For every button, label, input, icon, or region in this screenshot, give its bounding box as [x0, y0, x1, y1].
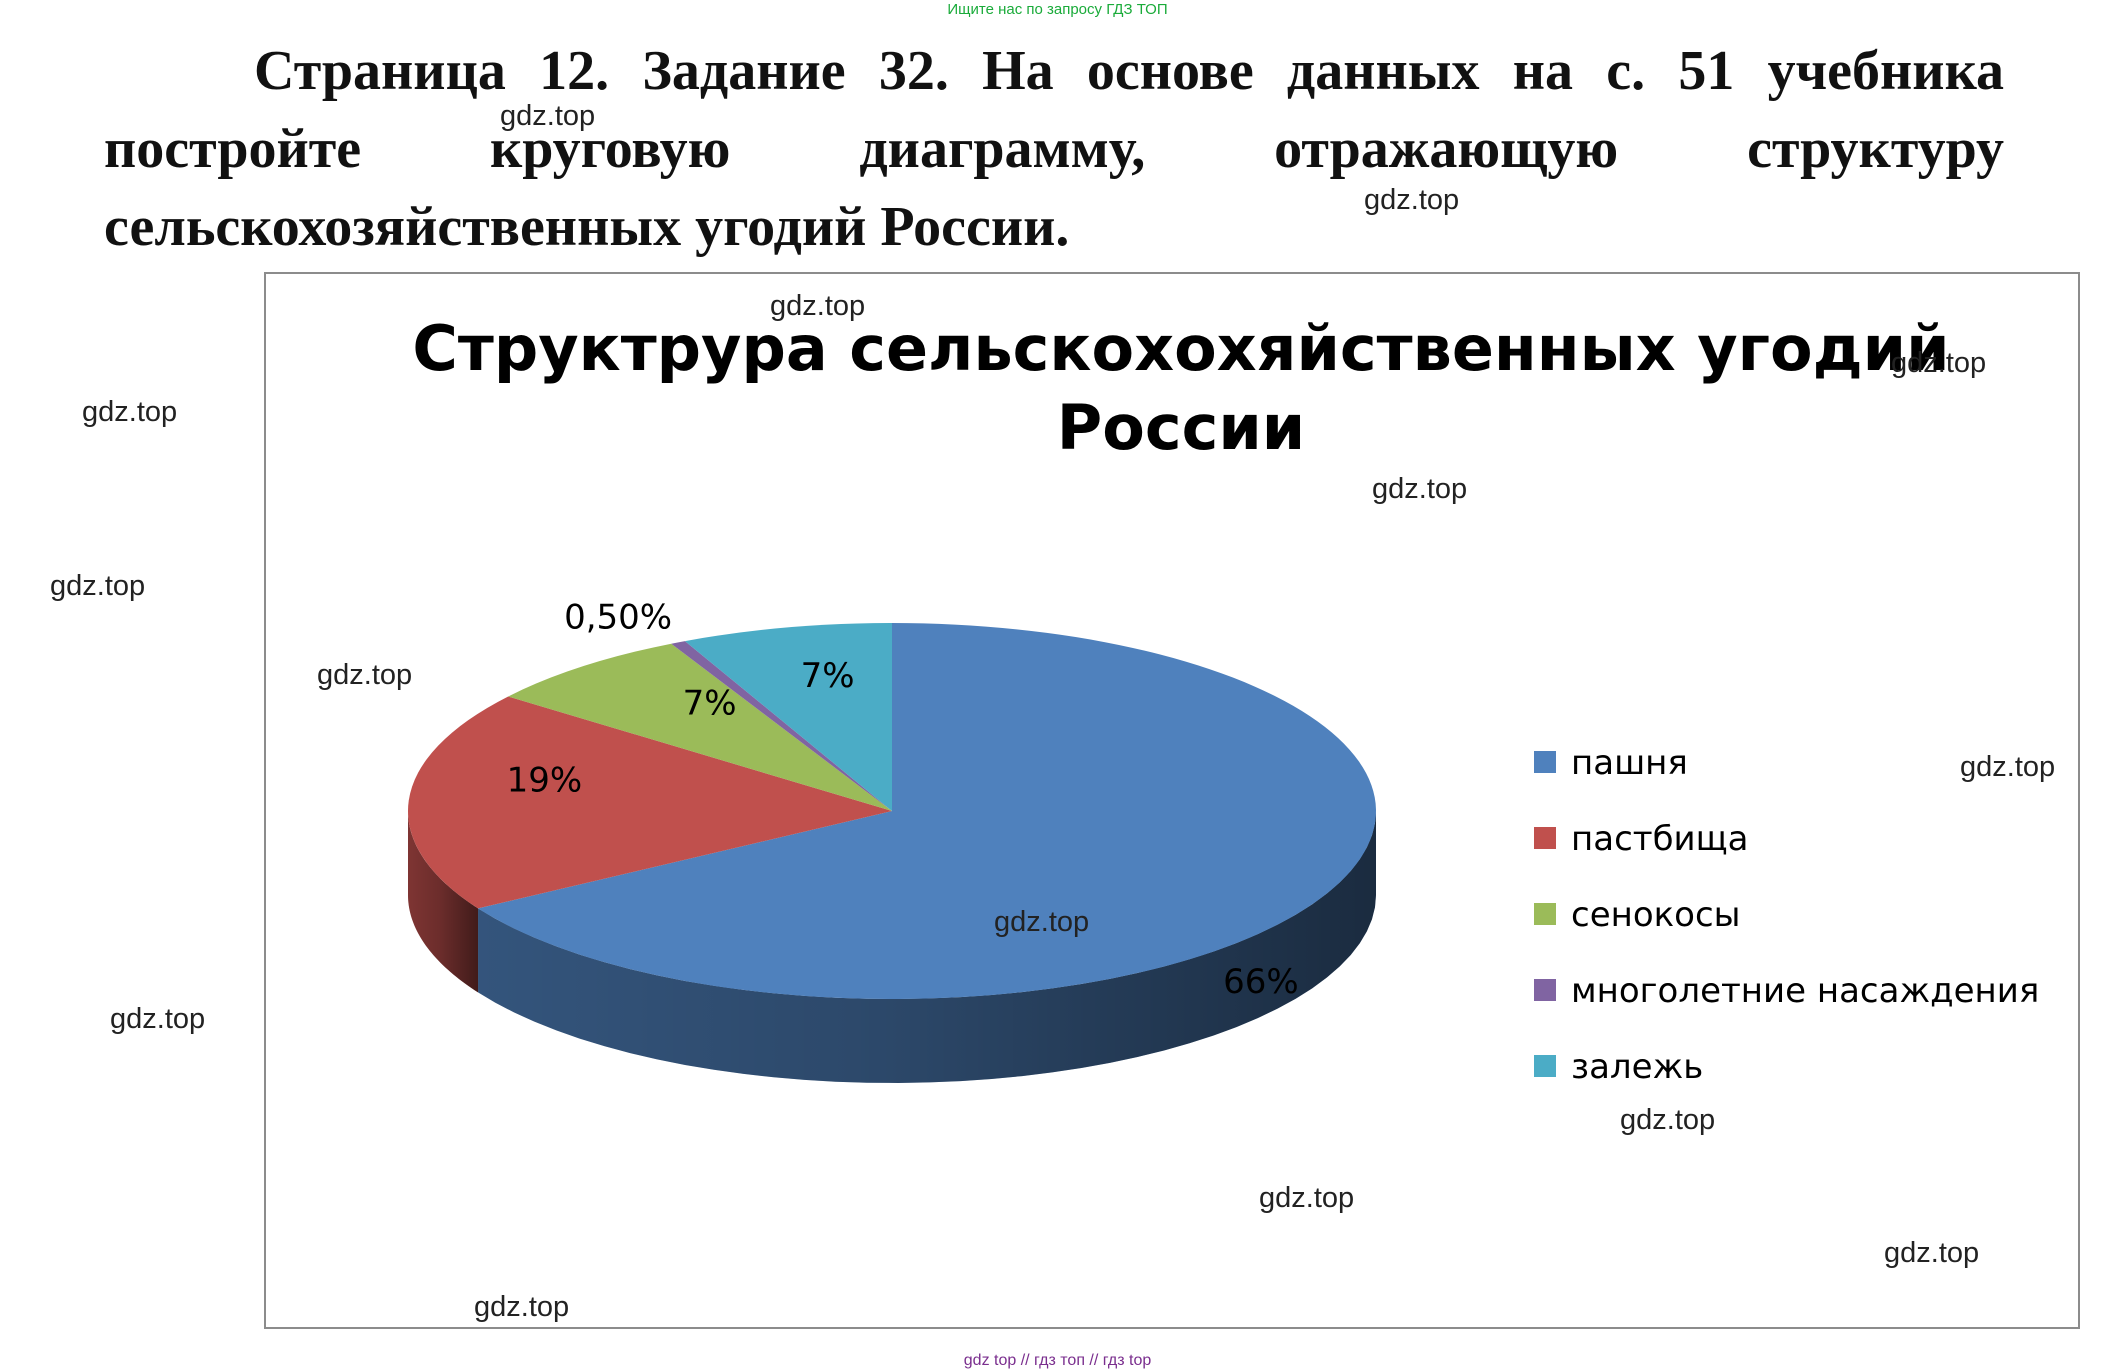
slice-side-shade [408, 811, 479, 993]
legend-label-многолетние насаждения: многолетние насаждения [1571, 971, 2039, 1011]
data-label-залежь: 7% [801, 656, 855, 696]
data-label-пастбища: 19% [507, 760, 583, 800]
legend-label-сенокосы: сенокосы [1571, 895, 1741, 935]
watermark: gdz.top [770, 290, 866, 322]
task-heading: Страница 12. Задание 32. На основе данны… [104, 40, 2004, 258]
chart-title-line-2: России [1057, 391, 1305, 464]
watermark: gdz.top [317, 659, 413, 691]
data-label-сенокосы: 7% [683, 684, 737, 724]
watermark: gdz.top [1372, 473, 1468, 505]
slice-многолетние насаждения [671, 641, 892, 811]
watermark: gdz.top [82, 396, 178, 428]
legend-label-пастбища: пастбища [1571, 819, 1749, 859]
legend-swatch-сенокосы [1534, 903, 1556, 925]
legend-label-залежь: залежь [1571, 1047, 1703, 1087]
watermark: gdz.top [1620, 1104, 1716, 1136]
legend-swatch-многолетние насаждения [1534, 979, 1556, 1001]
slice-side-shade [478, 811, 1376, 1083]
bottom-banner: gdz top // гдз топ // гдз top [963, 1352, 1152, 1369]
watermark: gdz.top [500, 100, 596, 132]
watermark: gdz.top [474, 1291, 570, 1323]
legend-swatch-пастбища [1534, 827, 1556, 849]
watermark: gdz.top [1364, 184, 1460, 216]
top-banner: Ищите нас по запросу ГДЗ ТОП [947, 1, 1168, 18]
watermark: gdz.top [1960, 751, 2056, 783]
watermark: gdz.top [50, 570, 146, 602]
watermark: gdz.top [1259, 1182, 1355, 1214]
watermark: gdz.top [1884, 1237, 1980, 1269]
pie-chart: Структрура сельскохохяйственных угодий Р… [408, 312, 2039, 1087]
watermark: gdz.top [1891, 347, 1987, 379]
chart-area: Структрура сельскохохяйственных угодий Р… [264, 272, 2080, 1329]
legend-swatch-пашня [1534, 751, 1556, 773]
slice-пашня [478, 623, 1376, 999]
watermark: gdz.top [110, 1003, 206, 1035]
legend-label-пашня: пашня [1571, 743, 1688, 783]
legend-swatch-залежь [1534, 1055, 1556, 1077]
slice-залежь [684, 623, 892, 811]
slice-пастбища [408, 696, 892, 909]
chart-title-line-1: Структрура сельскохохяйственных угодий [412, 312, 1949, 385]
watermark: gdz.top [994, 906, 1090, 938]
data-label-пашня: 66% [1223, 962, 1299, 1002]
data-label-многолетние насаждения: 0,50% [564, 597, 672, 637]
slice-сенокосы [508, 643, 892, 811]
